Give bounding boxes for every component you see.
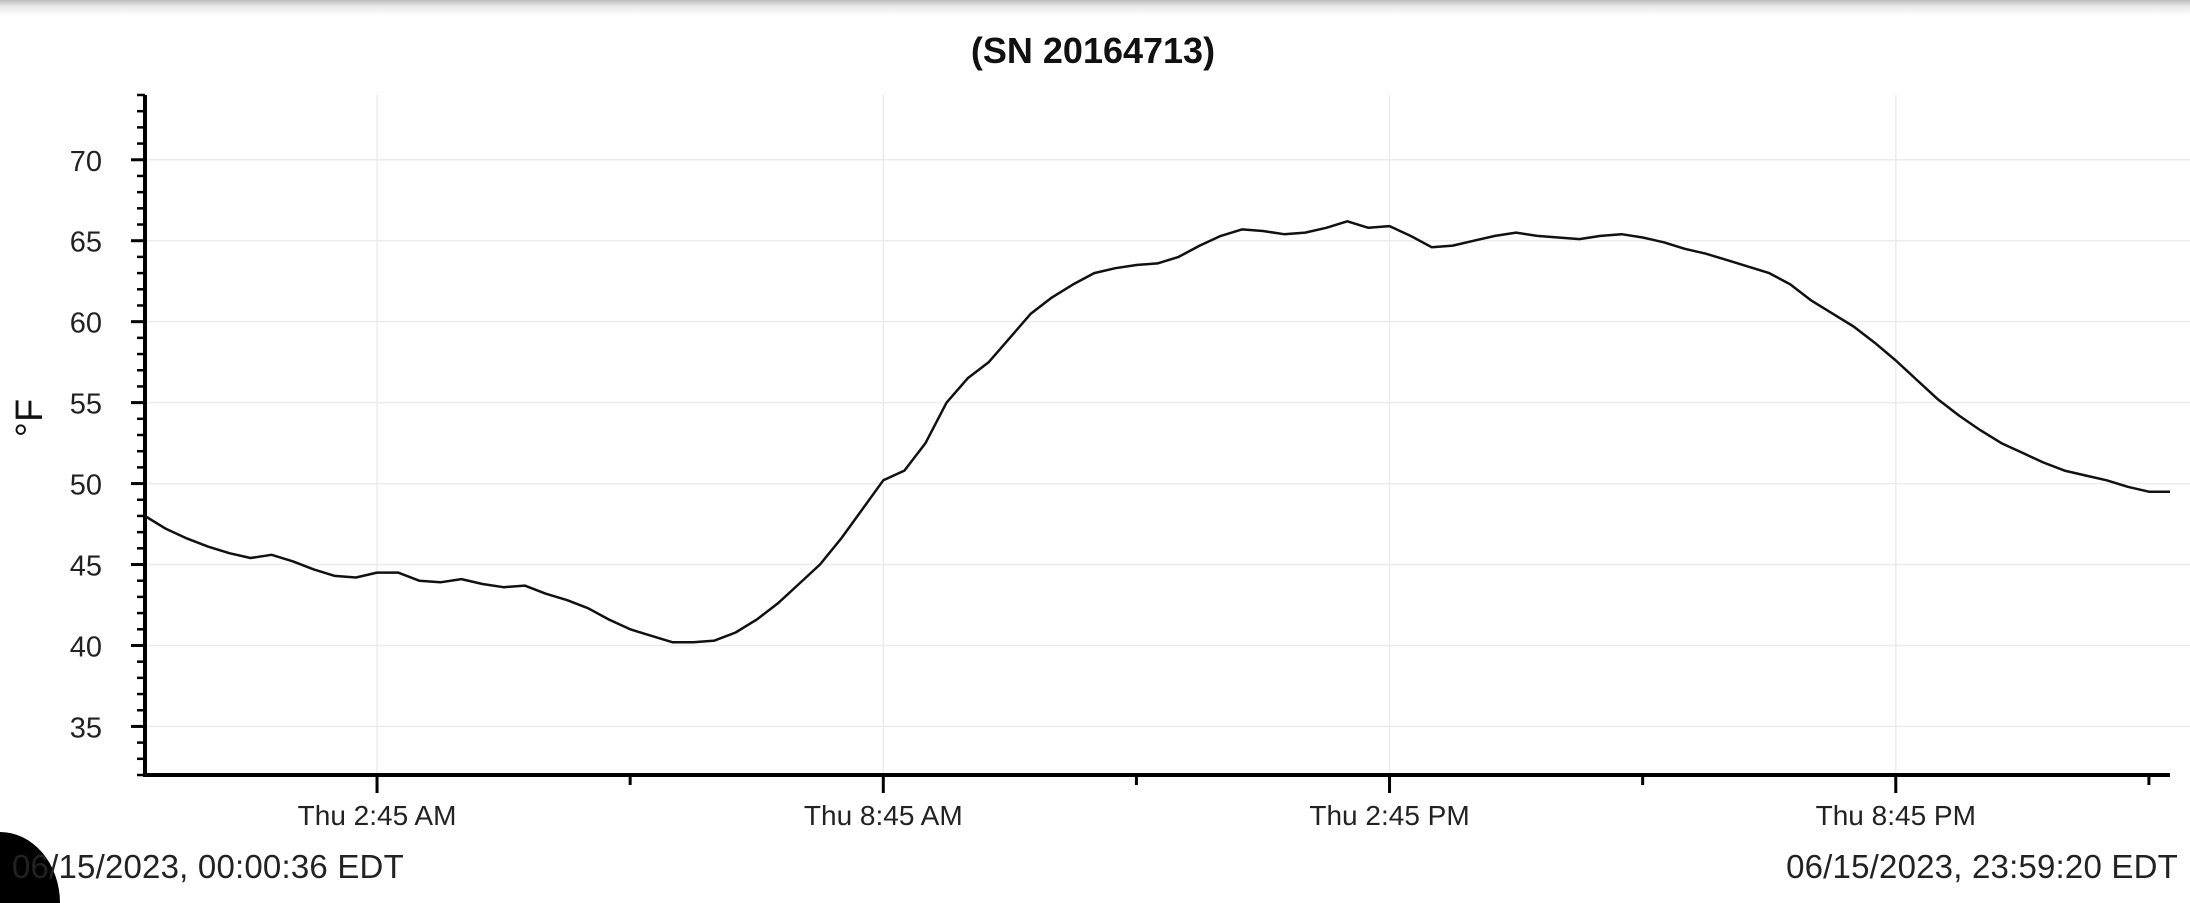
- x-tick-label: Thu 2:45 AM: [298, 800, 457, 831]
- start-timestamp: 06/15/2023, 00:00:36 EDT: [12, 848, 404, 885]
- y-tick-label: 45: [70, 551, 102, 583]
- y-axis-label: °F: [9, 399, 51, 437]
- temperature-series-line: [144, 220, 2170, 644]
- y-tick-label: 60: [70, 308, 102, 340]
- x-tick-label: Thu 8:45 AM: [804, 800, 963, 831]
- y-tick-label: 65: [70, 227, 102, 259]
- series-group: [144, 220, 2170, 644]
- chart-title: (SN 20164713): [971, 30, 1215, 71]
- window-top-shadow: [0, 0, 2190, 16]
- y-tick-label: 70: [70, 146, 102, 178]
- grid-lines: [145, 95, 2190, 775]
- tick-marks: [131, 93, 2151, 793]
- y-tick-label: 55: [70, 389, 102, 421]
- end-timestamp: 06/15/2023, 23:59:20 EDT: [1786, 848, 2178, 885]
- x-tick-label: Thu 8:45 PM: [1816, 800, 1976, 831]
- y-tick-label: 35: [70, 712, 102, 744]
- y-tick-label: 40: [70, 631, 102, 663]
- y-tick-label: 50: [70, 470, 102, 502]
- axes: [143, 95, 2170, 777]
- x-tick-label: Thu 2:45 PM: [1309, 800, 1469, 831]
- tick-labels: 35 40 45 50 55 60 65 70 Thu 2:45 AM Thu 8:45 AM Th…: [70, 146, 1976, 831]
